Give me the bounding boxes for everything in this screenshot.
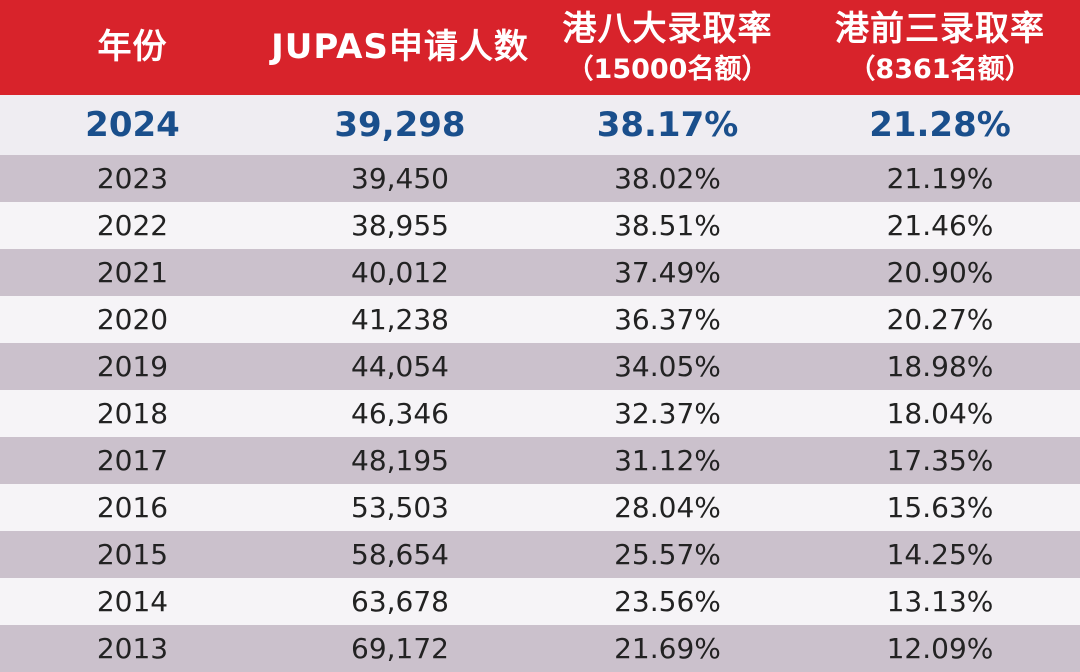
cell-hk8-rate: 25.57% <box>614 538 721 571</box>
cell-year: 2018 <box>96 397 169 430</box>
cell-year: 2024 <box>85 105 180 145</box>
cell-hk8-rate: 34.05% <box>614 350 721 383</box>
cell-applicants: 69,172 <box>351 632 449 665</box>
cell-top3-rate: 18.98% <box>886 350 994 383</box>
table-row: 2020 41,238 36.37% 20.27% <box>0 296 1080 343</box>
cell-applicants: 40,012 <box>351 256 449 289</box>
header-top3-quota: （8361名额） <box>848 53 1032 85</box>
cell-top3-rate: 20.90% <box>886 256 994 289</box>
cell-year: 2023 <box>96 162 169 195</box>
cell-hk8-rate: 36.37% <box>614 303 721 336</box>
cell-top3-rate: 21.46% <box>886 209 994 242</box>
cell-year: 2017 <box>96 444 169 477</box>
cell-hk8-rate: 32.37% <box>614 397 721 430</box>
cell-applicants: 46,346 <box>351 397 449 430</box>
cell-hk8-rate: 37.49% <box>614 256 721 289</box>
header-hk8-rate: 港八大录取率 （15000名额） <box>535 9 800 85</box>
table-row: 2024 39,298 38.17% 21.28% <box>0 95 1080 155</box>
cell-hk8-rate: 38.51% <box>614 209 721 242</box>
cell-top3-rate: 14.25% <box>886 538 994 571</box>
cell-applicants: 58,654 <box>351 538 449 571</box>
table-row: 2014 63,678 23.56% 13.13% <box>0 578 1080 625</box>
cell-top3-rate: 12.09% <box>886 632 994 665</box>
cell-applicants: 63,678 <box>351 585 449 618</box>
table-row: 2013 69,172 21.69% 12.09% <box>0 625 1080 672</box>
cell-top3-rate: 13.13% <box>886 585 994 618</box>
table-header: 年份 JUPAS申请人数 港八大录取率 （15000名额） 港前三录取率 （83… <box>0 0 1080 95</box>
cell-top3-rate: 20.27% <box>886 303 994 336</box>
cell-applicants: 53,503 <box>351 491 449 524</box>
cell-applicants: 41,238 <box>351 303 449 336</box>
cell-year: 2022 <box>96 209 169 242</box>
header-top3-title: 港前三录取率 <box>835 9 1045 50</box>
cell-top3-rate: 21.19% <box>886 162 994 195</box>
cell-hk8-rate: 38.02% <box>614 162 721 195</box>
cell-hk8-rate: 23.56% <box>614 585 721 618</box>
cell-top3-rate: 18.04% <box>886 397 994 430</box>
table-row: 2023 39,450 38.02% 21.19% <box>0 155 1080 202</box>
cell-hk8-rate: 21.69% <box>614 632 721 665</box>
cell-hk8-rate: 38.17% <box>596 105 739 145</box>
cell-year: 2016 <box>96 491 169 524</box>
cell-applicants: 48,195 <box>351 444 449 477</box>
cell-year: 2021 <box>96 256 169 289</box>
cell-year: 2020 <box>96 303 169 336</box>
table-row: 2018 46,346 32.37% 18.04% <box>0 390 1080 437</box>
header-hk8-title: 港八大录取率 <box>562 9 773 50</box>
header-year-label: 年份 <box>97 26 168 67</box>
table-row: 2019 44,054 34.05% 18.98% <box>0 343 1080 390</box>
cell-hk8-rate: 31.12% <box>614 444 721 477</box>
cell-applicants: 39,298 <box>334 105 466 145</box>
header-applicants-label: JUPAS申请人数 <box>271 26 529 67</box>
table-row: 2022 38,955 38.51% 21.46% <box>0 202 1080 249</box>
header-hk8-quota: （15000名额） <box>566 53 769 85</box>
header-top3-rate: 港前三录取率 （8361名额） <box>800 9 1080 85</box>
cell-top3-rate: 17.35% <box>886 444 994 477</box>
cell-applicants: 39,450 <box>351 162 449 195</box>
cell-applicants: 44,054 <box>351 350 449 383</box>
cell-year: 2014 <box>96 585 169 618</box>
table-body: 2024 39,298 38.17% 21.28% 2023 39,450 38.02% 21… <box>0 95 1080 672</box>
cell-applicants: 38,955 <box>351 209 449 242</box>
cell-year: 2013 <box>96 632 169 665</box>
cell-year: 2015 <box>96 538 169 571</box>
header-year: 年份 <box>0 26 265 67</box>
cell-top3-rate: 21.28% <box>869 105 1011 145</box>
cell-hk8-rate: 28.04% <box>614 491 721 524</box>
table-row: 2021 40,012 37.49% 20.90% <box>0 249 1080 296</box>
table-row: 2017 48,195 31.12% 17.35% <box>0 437 1080 484</box>
header-applicants: JUPAS申请人数 <box>265 26 535 67</box>
table-row: 2016 53,503 28.04% 15.63% <box>0 484 1080 531</box>
table-row: 2015 58,654 25.57% 14.25% <box>0 531 1080 578</box>
cell-year: 2019 <box>96 350 169 383</box>
cell-top3-rate: 15.63% <box>886 491 994 524</box>
